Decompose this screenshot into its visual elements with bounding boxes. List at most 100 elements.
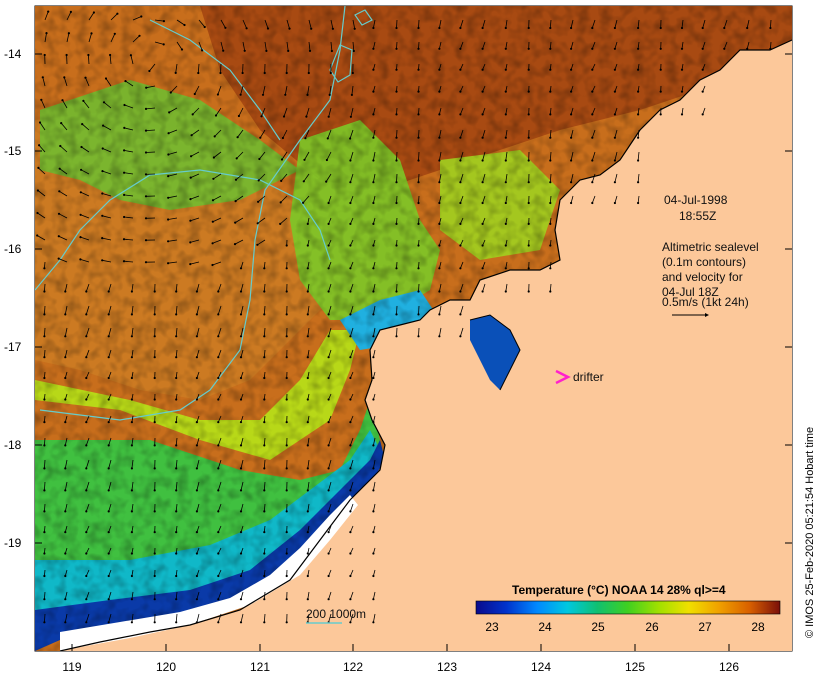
velocity-arrow-head <box>285 552 288 555</box>
velocity-arrow-head <box>395 90 398 93</box>
velocity-arrow-head <box>417 201 420 205</box>
velocity-arrow-head <box>211 263 214 267</box>
velocity-arrow <box>505 151 508 161</box>
velocity-arrow <box>132 16 142 21</box>
drifter-marker <box>555 369 571 385</box>
velocity-arrow <box>131 459 134 469</box>
velocity-arrow <box>637 195 640 204</box>
velocity-arrow-head <box>130 398 133 401</box>
velocity-arrow-head <box>144 129 148 132</box>
velocity-arrow-head <box>130 574 133 578</box>
velocity-arrow-head <box>153 398 156 401</box>
velocity-arrow-head <box>327 356 330 359</box>
velocity-arrow-head <box>213 135 216 138</box>
velocity-arrow <box>460 195 464 204</box>
velocity-arrow <box>103 101 112 109</box>
velocity-arrow-head <box>123 149 126 152</box>
velocity-arrow-head <box>107 467 110 470</box>
velocity-arrow-head <box>153 598 156 601</box>
velocity-arrow <box>44 503 46 512</box>
velocity-arrow <box>307 437 310 446</box>
x-axis: 119 120 121 122 123 124 125 126 <box>62 644 739 674</box>
velocity-arrow-head <box>257 179 260 182</box>
velocity-arrow <box>591 173 596 183</box>
velocity-arrow-head <box>64 621 67 624</box>
velocity-arrow <box>257 239 266 246</box>
velocity-arrow-head <box>395 159 398 162</box>
velocity-arrow <box>280 195 288 203</box>
velocity-arrow <box>350 415 354 423</box>
velocity-arrow-head <box>372 444 375 447</box>
velocity-arrow-head <box>659 90 662 93</box>
velocity-arrow-head <box>217 421 220 424</box>
velocity-arrow <box>212 195 222 201</box>
velocity-arrow-head <box>306 244 309 247</box>
velocity-arrow-head <box>591 26 594 30</box>
velocity-arrow-head <box>285 510 288 513</box>
velocity-arrow <box>396 151 398 161</box>
velocity-arrow <box>39 122 46 131</box>
velocity-arrow-head <box>349 552 352 555</box>
velocity-arrow-head <box>107 531 110 534</box>
velocity-arrow-head <box>107 313 110 316</box>
velocity-arrow-head <box>43 489 46 492</box>
x-tick-label: 123 <box>437 660 457 674</box>
velocity-arrow <box>723 19 728 29</box>
velocity-arrow-head <box>769 47 772 50</box>
velocity-arrow-head <box>613 201 617 205</box>
velocity-arrow-head <box>43 267 46 270</box>
velocity-arrow-head <box>153 444 156 447</box>
velocity-arrow <box>176 19 185 26</box>
velocity-arrow <box>570 173 574 183</box>
velocity-arrow-head <box>395 335 398 338</box>
velocity-arrow-head <box>285 398 288 401</box>
velocity-arrow-head <box>306 356 309 359</box>
velocity-arrow-head <box>504 181 507 184</box>
velocity-arrow <box>549 41 552 49</box>
velocity-arrow <box>190 151 200 157</box>
velocity-arrow-head <box>285 313 288 316</box>
velocity-arrow-head <box>659 26 662 30</box>
velocity-arrow-head <box>306 574 309 578</box>
bathymetry-legend-label: 200 1000m <box>306 607 366 621</box>
velocity-arrow-head <box>217 290 220 293</box>
velocity-arrow-head <box>349 444 352 447</box>
velocity-arrow <box>149 63 156 72</box>
velocity-arrow-head <box>481 68 484 71</box>
velocity-arrow-head <box>64 467 67 470</box>
velocity-arrow-head <box>327 267 330 270</box>
velocity-arrow-head <box>145 86 148 89</box>
velocity-arrow-head <box>79 191 82 194</box>
velocity-arrow-head <box>224 26 227 29</box>
velocity-arrow <box>328 613 332 623</box>
velocity-arrow <box>350 437 354 446</box>
velocity-arrow <box>307 459 310 469</box>
velocity-arrow-head <box>549 68 552 71</box>
velocity-arrow-head <box>195 467 198 470</box>
velocity-arrow <box>505 19 508 29</box>
colorbar-label: 25 <box>591 620 605 634</box>
velocity-arrow-head <box>527 181 530 184</box>
velocity-arrow-head <box>302 201 305 204</box>
velocity-arrow <box>154 41 164 45</box>
velocity-arrow <box>83 100 90 109</box>
velocity-arrow-head <box>85 489 88 492</box>
velocity-arrow-head <box>746 26 749 30</box>
velocity-arrow-head <box>527 26 530 30</box>
velocity-arrow <box>614 195 618 204</box>
velocity-arrow <box>132 35 140 43</box>
velocity-arrow-head <box>257 200 260 203</box>
velocity-arrow <box>460 129 464 138</box>
svg-text:04-Jul 18Z: 04-Jul 18Z <box>662 285 719 299</box>
velocity-arrow-head <box>438 68 441 71</box>
velocity-arrow-head <box>285 421 288 424</box>
velocity-arrow-head <box>680 90 684 93</box>
velocity-arrow <box>63 77 68 87</box>
velocity-arrow <box>350 305 354 315</box>
velocity-arrow <box>591 107 596 115</box>
velocity-arrow-head <box>527 267 530 270</box>
velocity-arrow-head <box>189 241 192 244</box>
velocity-arrow <box>328 283 332 292</box>
velocity-arrow <box>307 481 310 491</box>
velocity-arrow <box>306 107 310 117</box>
